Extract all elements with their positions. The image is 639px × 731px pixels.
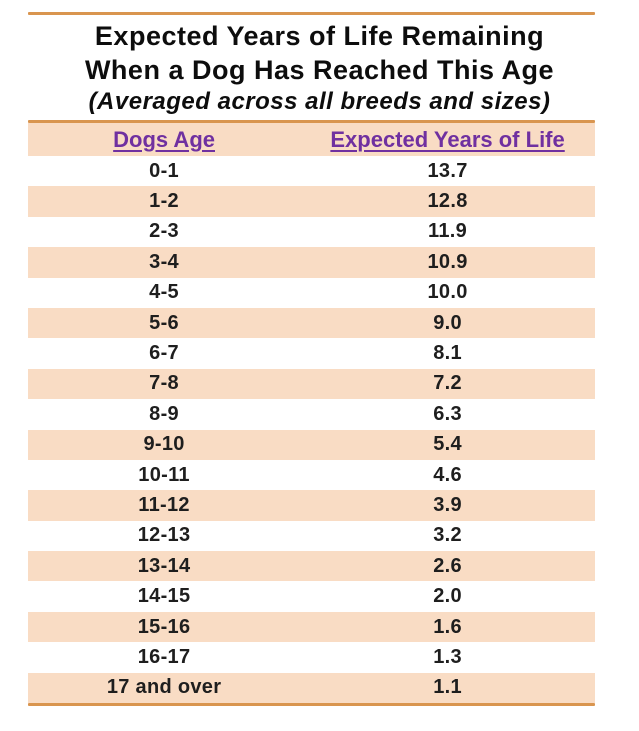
expected-years-cell: 12.8 (427, 190, 468, 213)
expected-years-cell: 9.0 (433, 311, 462, 334)
expected-years-cell: 8.1 (433, 342, 462, 365)
age-cell: 11-12 (138, 493, 190, 516)
expected-years-cell: 3.2 (433, 524, 462, 547)
title-block: Expected Years of Life Remaining When a … (0, 15, 639, 120)
age-cell: 3-4 (149, 250, 179, 273)
header-divider (28, 120, 595, 123)
table-row: 2-3 11.9 (28, 217, 595, 247)
age-cell: 17 and over (106, 676, 222, 699)
age-cell: 14-15 (137, 585, 191, 608)
dog-life-expectancy-table: Dogs Age Expected Years of Life 0-1 13.7 1… (28, 123, 595, 704)
page-subtitle: (Averaged across all breeds and sizes) (88, 88, 551, 115)
age-cell: 12-13 (137, 524, 191, 547)
table-row: 9-10 5.4 (28, 429, 595, 460)
table-body: 0-1 13.7 1-2 12.8 2-3 11.9 3-4 10.9 4-5 10.0 5-6 9.… (28, 156, 595, 704)
expected-years-cell: 11.9 (428, 220, 468, 243)
top-divider (28, 12, 595, 15)
table-row: 1-2 12.8 (28, 186, 595, 217)
age-cell: 9-10 (143, 433, 185, 456)
expected-years-cell: 3.9 (433, 493, 462, 516)
table-row: 3-4 10.9 (28, 247, 595, 278)
expected-years-cell: 2.6 (433, 554, 462, 577)
table-row: 11-12 3.9 (28, 490, 595, 521)
age-cell: 4-5 (149, 281, 179, 304)
age-cell: 1-2 (149, 190, 179, 213)
age-cell: 0-1 (149, 159, 179, 182)
age-cell: 16-17 (137, 645, 191, 668)
column-header-expected-years: Expected Years of Life (330, 126, 565, 152)
expected-years-cell: 2.0 (433, 585, 462, 608)
table-row: 17 and over 1.1 (28, 672, 595, 704)
expected-years-cell: 4.6 (433, 463, 462, 486)
age-cell: 6-7 (149, 342, 179, 365)
table-row: 13-14 2.6 (28, 551, 595, 582)
table-row: 12-13 3.2 (28, 521, 595, 551)
column-header-dogs-age: Dogs Age (113, 126, 215, 152)
table-row: 5-6 9.0 (28, 307, 595, 339)
table-row: 6-7 8.1 (28, 338, 595, 368)
expected-years-cell: 10.9 (427, 250, 468, 273)
table-row: 4-5 10.0 (28, 278, 595, 308)
age-cell: 15-16 (137, 615, 191, 638)
age-cell: 7-8 (149, 372, 179, 395)
table-row: 10-11 4.6 (28, 460, 595, 490)
age-cell: 8-9 (149, 402, 179, 425)
expected-years-cell: 7.2 (433, 372, 462, 395)
expected-years-cell: 5.4 (433, 433, 462, 456)
table-header-row: Dogs Age Expected Years of Life (28, 123, 595, 156)
age-cell: 2-3 (149, 220, 179, 243)
expected-years-cell: 1.1 (433, 676, 462, 699)
table-row: 14-15 2.0 (28, 581, 595, 611)
table-row: 7-8 7.2 (28, 368, 595, 400)
page-title-line1: Expected Years of Life Remaining (94, 21, 545, 51)
age-cell: 10-11 (138, 463, 190, 486)
table-row: 0-1 13.7 (28, 156, 595, 186)
table-row: 15-16 1.6 (28, 611, 595, 643)
expected-years-cell: 10.0 (427, 281, 468, 304)
age-cell: 5-6 (149, 311, 179, 334)
expected-years-cell: 1.3 (433, 645, 462, 668)
table-row: 16-17 1.3 (28, 642, 595, 672)
bottom-divider (28, 703, 595, 707)
expected-years-cell: 13.7 (427, 159, 468, 182)
age-cell: 13-14 (137, 554, 191, 577)
expected-years-cell: 6.3 (433, 402, 462, 425)
table-row: 8-9 6.3 (28, 399, 595, 429)
page-title-line2: When a Dog Has Reached This Age (84, 55, 555, 85)
expected-years-cell: 1.6 (433, 615, 462, 638)
